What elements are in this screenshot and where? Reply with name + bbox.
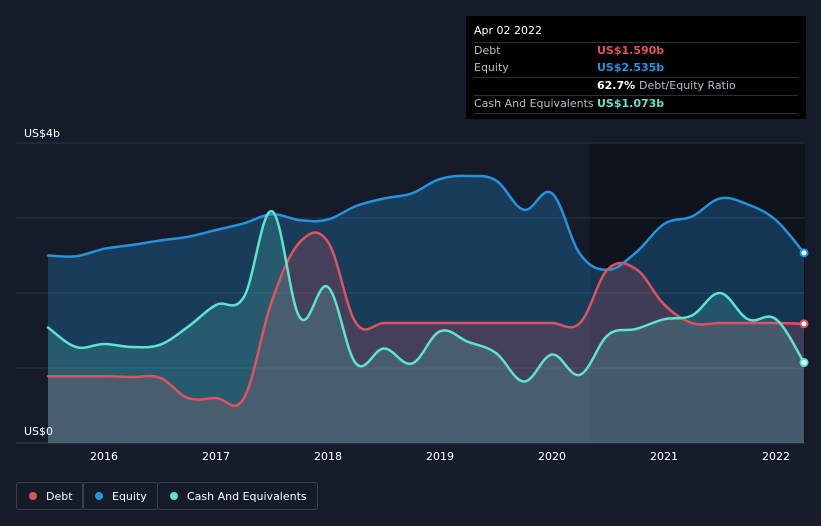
x-tick-label: 2021: [650, 450, 678, 463]
tooltip-ratio-value: 62.7%: [597, 79, 636, 92]
equity-line: [46, 174, 806, 272]
equity-area: [48, 175, 804, 444]
grid-lines: [16, 142, 805, 444]
legend-debt-label: Debt: [46, 489, 73, 503]
cash-and-equivalents-line: [46, 210, 806, 383]
legend-debt-dot: [29, 492, 37, 500]
legend-item-cash[interactable]: Cash And Equivalents: [157, 482, 318, 510]
cash-and-equivalents-end-marker: [799, 358, 809, 368]
tooltip-ratio-row: 62.7% Debt/Equity Ratio: [474, 77, 798, 95]
x-tick-label: 2016: [90, 450, 118, 463]
x-tick-label: 2022: [762, 450, 790, 463]
tooltip-ratio-label: Debt/Equity Ratio: [639, 79, 736, 92]
tooltip-equity-row: Equity US$2.535b: [474, 60, 798, 77]
tooltip-panel: Apr 02 2022 Debt US$1.590b Equity US$2.5…: [466, 16, 806, 119]
tooltip-debt-row: Debt US$1.590b: [474, 42, 798, 60]
legend-item-debt[interactable]: Debt: [16, 482, 84, 510]
legend-equity-label: Equity: [112, 489, 147, 503]
legend-equity-dot: [95, 492, 103, 500]
y-axis-bottom-label: US$0: [24, 425, 54, 438]
series-areas: [48, 175, 804, 444]
equity-end-marker: [799, 248, 809, 258]
legend-item-equity[interactable]: Equity: [82, 482, 158, 510]
tooltip-cash-value: US$1.073b: [597, 97, 665, 110]
tooltip-cash-row: Cash And Equivalents US$1.073b: [474, 95, 798, 114]
tooltip-date: Apr 02 2022: [474, 24, 543, 37]
y-axis-top-label: US$4b: [24, 127, 61, 140]
x-tick-label: 2019: [426, 450, 454, 463]
cash-and-equivalents-area: [48, 211, 804, 443]
debt-line: [46, 231, 806, 407]
legend-cash-dot: [170, 492, 178, 500]
series-lines: [46, 174, 806, 407]
tooltip-debt-value: US$1.590b: [597, 44, 665, 57]
x-tick-label: 2017: [202, 450, 230, 463]
x-tick-label: 2018: [314, 450, 342, 463]
debt-end-marker: [799, 319, 809, 329]
legend-cash-label: Cash And Equivalents: [187, 489, 307, 503]
x-tick-label: 2020: [538, 450, 566, 463]
tooltip-equity-value: US$2.535b: [597, 61, 665, 74]
end-markers: [799, 248, 809, 368]
tooltip-equity-label: Equity: [474, 61, 509, 74]
tooltip-cash-label: Cash And Equivalents: [474, 97, 594, 110]
tooltip-debt-label: Debt: [474, 44, 501, 57]
debt-area: [48, 232, 804, 443]
